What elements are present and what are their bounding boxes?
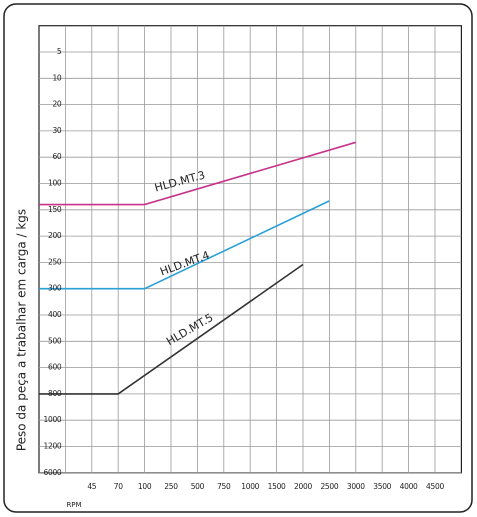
y-tick-label: 100 bbox=[48, 179, 62, 188]
y-tick-label: 20 bbox=[52, 100, 61, 109]
y-tick-label: 250 bbox=[48, 257, 62, 266]
x-axis-label: RPM bbox=[66, 501, 81, 509]
y-tick-label: 300 bbox=[48, 284, 62, 293]
y-axis-label: Peso da peça a trabalhar em carga / kgs bbox=[15, 209, 29, 451]
x-tick-label: 2000 bbox=[294, 482, 312, 491]
y-tick-label: 150 bbox=[48, 205, 62, 214]
y-tick-label: 400 bbox=[48, 310, 62, 319]
y-tick-label: 1200 bbox=[44, 442, 62, 451]
x-tick-label: 2500 bbox=[320, 482, 338, 491]
y-tick-label: 6000 bbox=[44, 468, 62, 477]
x-tick-label: 250 bbox=[164, 482, 178, 491]
series-line bbox=[39, 141, 357, 206]
x-tick-label: 1000 bbox=[241, 482, 259, 491]
series-line bbox=[39, 263, 304, 395]
series-label: HLD.MT.5 bbox=[164, 311, 215, 348]
grid bbox=[38, 25, 462, 474]
x-tick-label: 1500 bbox=[268, 482, 286, 491]
x-tick-label: 500 bbox=[191, 482, 205, 491]
x-tick-label: 750 bbox=[217, 482, 231, 491]
frame bbox=[3, 3, 473, 513]
x-tick-label: 100 bbox=[138, 482, 152, 491]
x-tick-label: 4000 bbox=[400, 482, 418, 491]
y-tick-label: 10 bbox=[52, 73, 61, 82]
y-tick-label: 1000 bbox=[44, 415, 62, 424]
y-tick-label: 500 bbox=[48, 336, 62, 345]
series-label: HLD.MT.3 bbox=[153, 169, 206, 195]
x-tick-label: 3000 bbox=[347, 482, 365, 491]
y-tick-label: 200 bbox=[48, 231, 62, 240]
x-tick-label: 3500 bbox=[373, 482, 391, 491]
y-tick-label: 600 bbox=[48, 363, 62, 372]
x-tick-label: 45 bbox=[87, 482, 96, 491]
x-tick-label: 4500 bbox=[426, 482, 444, 491]
series-label: HLD.MT.4 bbox=[158, 249, 211, 279]
series-line bbox=[39, 200, 330, 290]
y-tick-label: 5 bbox=[57, 47, 62, 56]
y-tick-label: 30 bbox=[52, 126, 61, 135]
x-tick-label: 70 bbox=[114, 482, 123, 491]
y-tick-label: 60 bbox=[52, 152, 61, 161]
marks bbox=[39, 141, 357, 395]
y-tick-label: 800 bbox=[48, 389, 62, 398]
